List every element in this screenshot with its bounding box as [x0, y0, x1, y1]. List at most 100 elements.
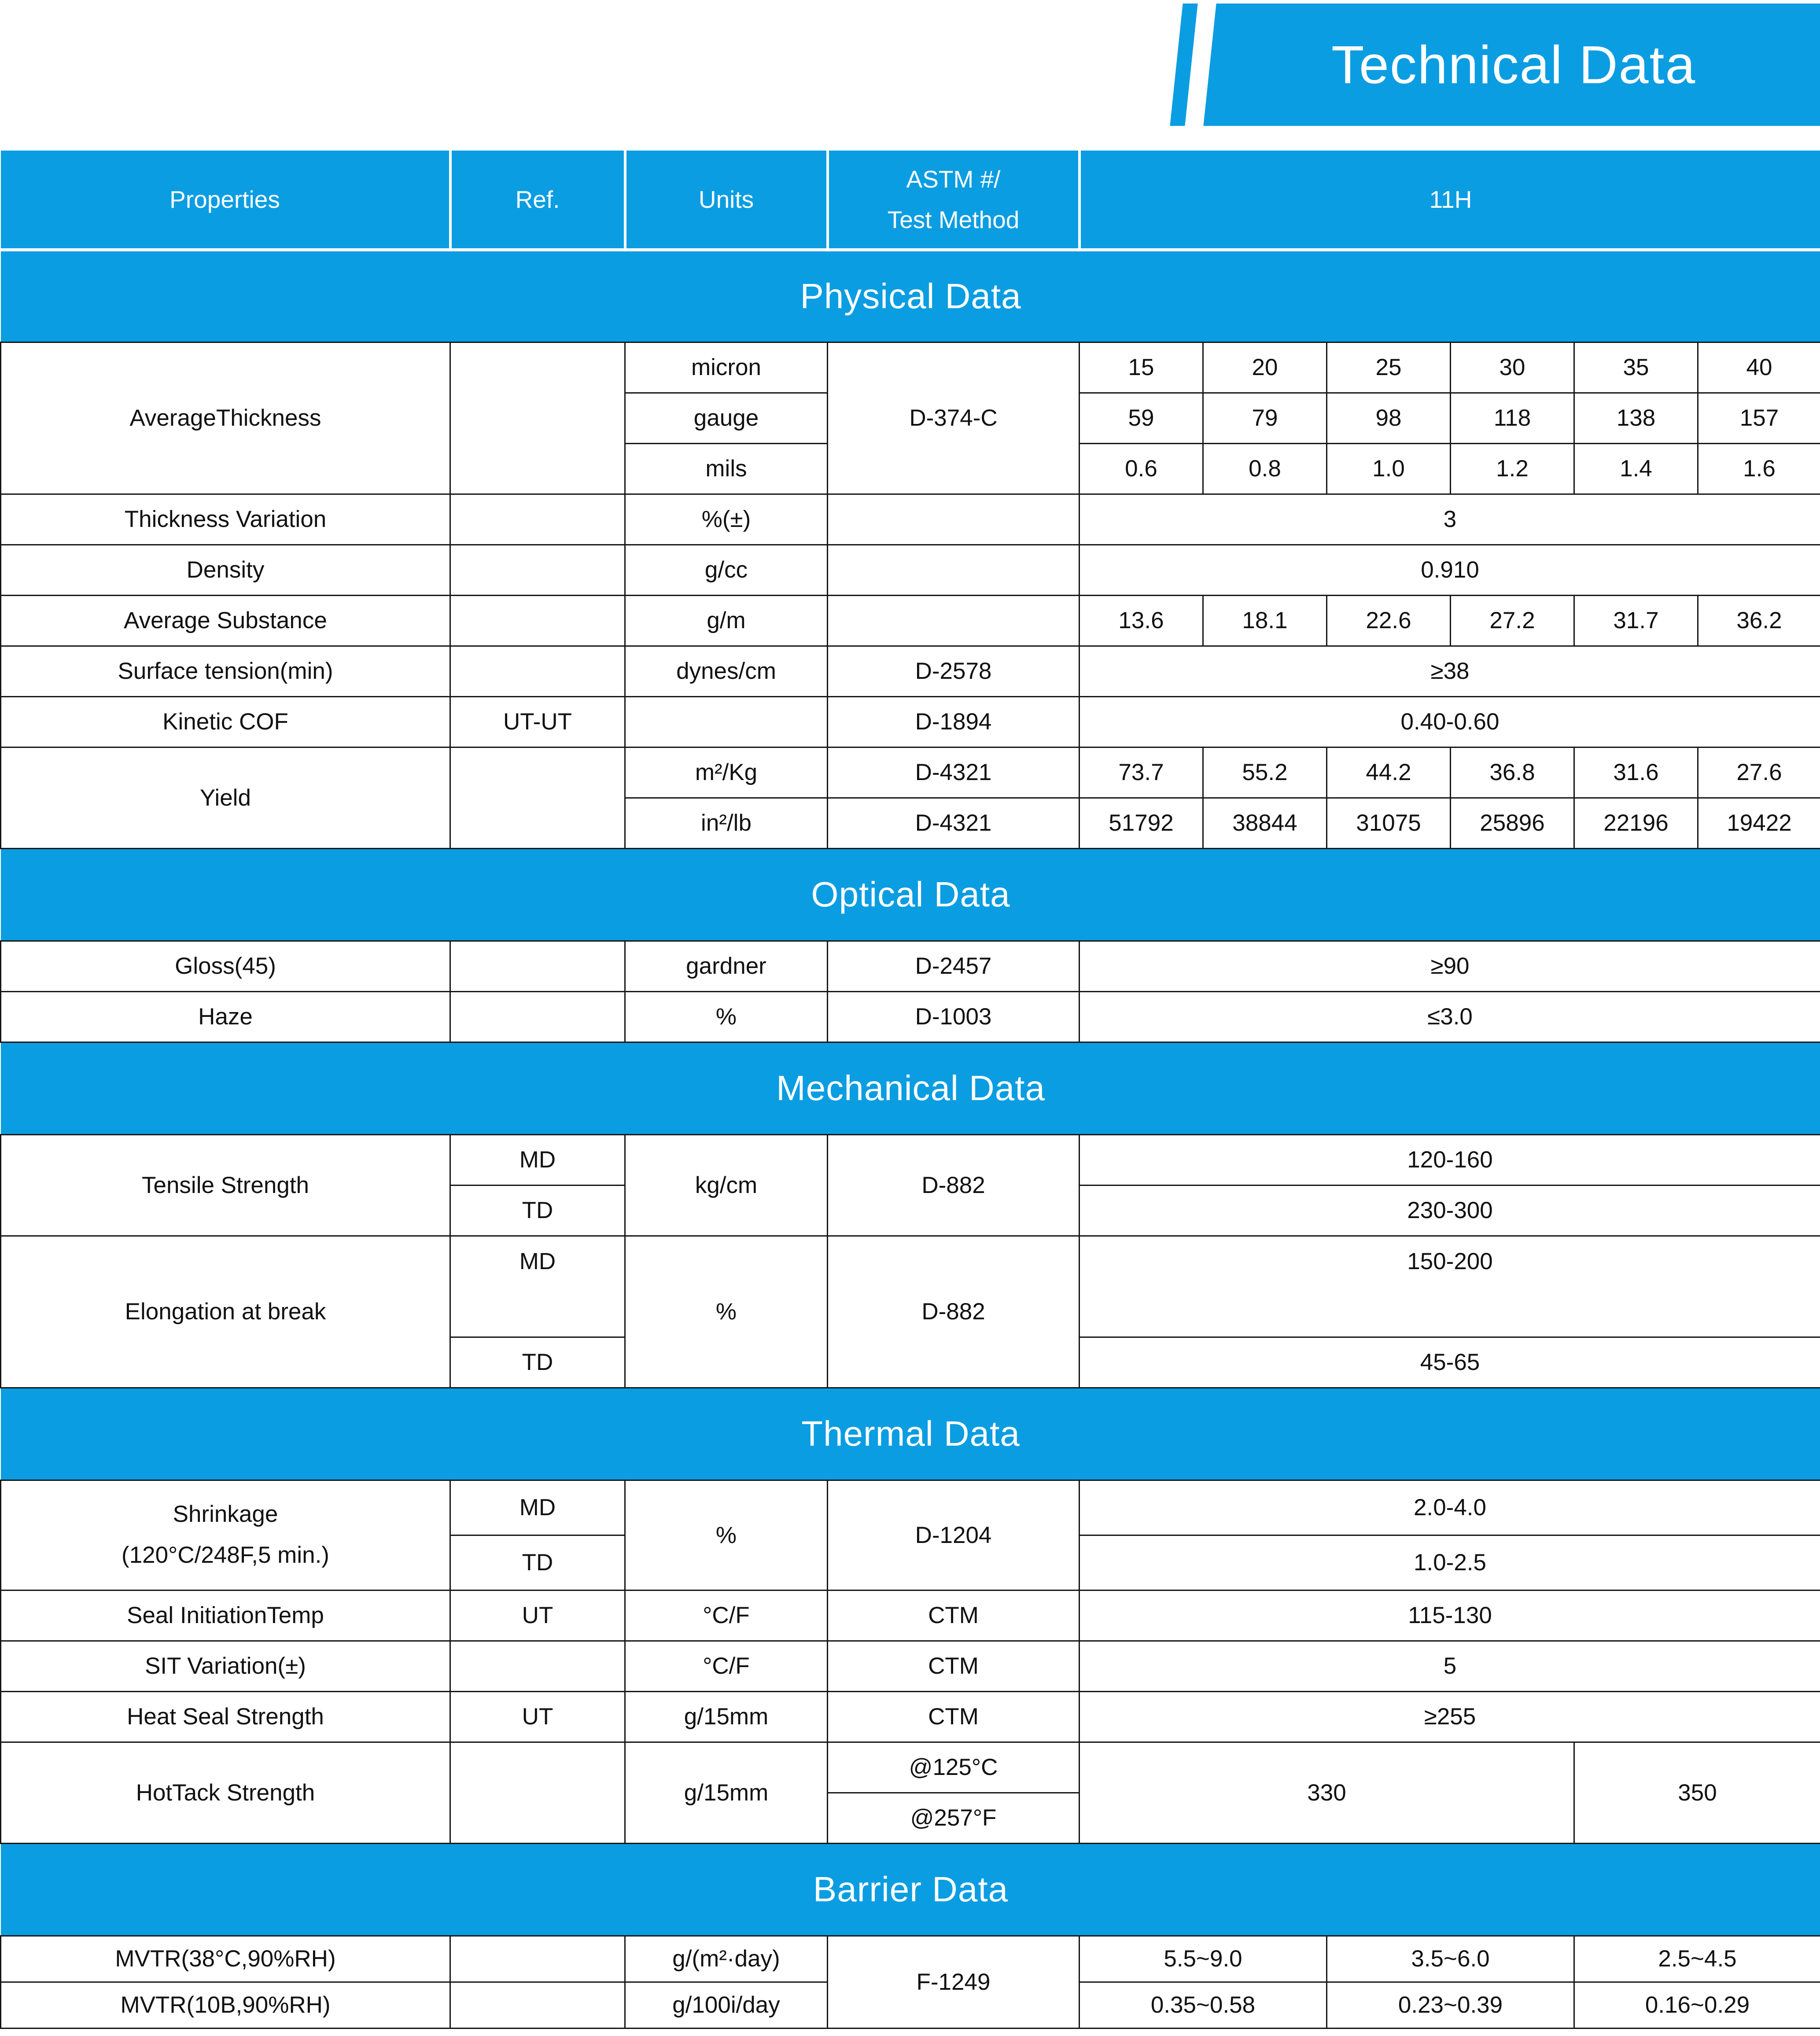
cell-unit: % — [624, 1235, 828, 1388]
cell-label: Tensile Strength — [0, 1134, 451, 1237]
cell-value: 1.0 — [1326, 442, 1451, 495]
cell-value: 30 — [1450, 341, 1575, 394]
title-shape: Technical Data — [1203, 4, 1820, 126]
cell-unit-empty — [624, 696, 828, 748]
cell-value: 2.5~4.5 — [1573, 1935, 1820, 1983]
cell-astm: @257°F — [827, 1792, 1080, 1844]
cell-unit: g/m — [624, 594, 828, 647]
row-shrinkage-td: TD 1.0-2.5 — [1, 1534, 1820, 1591]
cell-value: 25 — [1326, 341, 1451, 394]
cell-unit: gardner — [624, 940, 828, 992]
row-mvtr-38c: MVTR(38°C,90%RH) g/(m²·day) F-1249 5.5~9… — [0, 1935, 1820, 2029]
cell-value: 44.2 — [1326, 746, 1451, 799]
cell-value: 330 — [1079, 1741, 1575, 1844]
cell-label: Shrinkage (120°C/248F,5 min.) — [0, 1479, 451, 1591]
cell-value: ≤3.0 — [1078, 990, 1820, 1043]
cell-unit: m²/Kg — [624, 746, 828, 799]
cell-value: 40 — [1697, 341, 1820, 394]
cell-astm-empty — [827, 594, 1080, 647]
row-haze: Haze % D-1003 ≤3.0 — [0, 990, 1820, 1043]
cell-astm: D-882 — [827, 1134, 1080, 1237]
cell-unit: mils — [624, 442, 828, 495]
cell-unit: g/15mm — [624, 1741, 828, 1844]
cell-ref: UT-UT — [449, 696, 626, 748]
cell-ref-empty — [449, 493, 626, 545]
row-hottack-125: HotTack Strength g/15mm @125°C 330 350 — [0, 1741, 1820, 1844]
cell-ref: TD — [449, 1336, 626, 1388]
cell-label: Density — [0, 544, 451, 596]
cell-astm: D-1894 — [827, 696, 1080, 748]
row-surface-tension: Surface tension(min) dynes/cm D-2578 ≥38 — [0, 645, 1820, 697]
cell-unit: g/100i/day — [624, 1981, 828, 2029]
cell-unit: in²/lb — [624, 797, 828, 849]
cell-ref: MD — [449, 1235, 626, 1338]
cell-value: 5 — [1078, 1640, 1820, 1692]
cell-value: 73.7 — [1079, 746, 1204, 799]
cell-value: 120-160 — [1078, 1134, 1820, 1186]
col-header-ref: Ref. — [450, 151, 626, 251]
cell-ref: UT — [449, 1690, 626, 1743]
cell-value: 38844 — [1202, 797, 1327, 849]
cell-ref: MD — [449, 1134, 626, 1186]
cell-value: 118 — [1450, 392, 1575, 444]
cell-value: 20 — [1202, 341, 1327, 394]
cell-ref-empty — [449, 645, 626, 697]
row-density: Density g/cc 0.910 — [0, 544, 1820, 596]
cell-astm: F-1249 — [827, 1935, 1080, 2029]
col-header-properties: Properties — [0, 151, 452, 251]
shrinkage-label-line1: Shrinkage — [173, 1501, 278, 1528]
cell-value: 51792 — [1079, 797, 1204, 849]
row-sit-variation: SIT Variation(±) °C/F CTM 5 — [0, 1640, 1820, 1692]
cell-value: 0.910 — [1078, 544, 1820, 596]
technical-data-table: Properties Ref. Units ASTM #/ Test Metho… — [0, 151, 1820, 2029]
cell-value: 0.35~0.58 — [1079, 1981, 1327, 2029]
page-title: Technical Data — [1331, 35, 1696, 95]
row-gloss: Gloss(45) gardner D-2457 ≥90 — [0, 940, 1820, 992]
row-kinetic-cof: Kinetic COF UT-UT D-1894 0.40-0.60 — [0, 696, 1820, 748]
cell-unit: kg/cm — [624, 1134, 828, 1237]
cell-value: 36.2 — [1697, 594, 1820, 647]
cell-ref-empty — [449, 1640, 626, 1692]
row-tensile-md: Tensile Strength MD kg/cm D-882 120-160 — [0, 1134, 1820, 1237]
col-header-grade: 11H — [1079, 151, 1820, 251]
cell-astm: D-4321 — [827, 797, 1080, 849]
cell-label: Thickness Variation — [0, 493, 451, 545]
cell-value: 15 — [1079, 341, 1204, 394]
cell-label: Haze — [0, 990, 451, 1043]
cell-value: 59 — [1079, 392, 1204, 444]
cell-value: 36.8 — [1450, 746, 1575, 799]
cell-ref-empty — [449, 341, 626, 495]
cell-ref: TD — [449, 1184, 626, 1237]
cell-label: Yield — [0, 746, 451, 849]
cell-value: 0.40-0.60 — [1078, 696, 1820, 748]
row-thickness-variation: Thickness Variation %(±) 3 — [0, 493, 1820, 545]
cell-astm: D-1003 — [827, 990, 1080, 1043]
cell-value: 22196 — [1573, 797, 1698, 849]
title-banner: Technical Data — [0, 0, 1820, 132]
cell-value: 230-300 — [1078, 1184, 1820, 1237]
section-header-mechanical: Mechanical Data — [0, 1041, 1820, 1135]
col-header-units: Units — [625, 151, 829, 251]
cell-value: 350 — [1573, 1741, 1820, 1844]
row-elongation-td: TD 45-65 — [1, 1336, 1820, 1388]
row-yield-imperial: in²/lb D-4321 51792 38844 31075 25896 22… — [1, 797, 1820, 849]
cell-ref-empty — [449, 1981, 626, 2029]
cell-unit: micron — [624, 341, 828, 394]
row-average-substance: Average Substance g/m 13.6 18.1 22.6 27.… — [0, 594, 1820, 647]
cell-unit: °C/F — [624, 1589, 828, 1642]
cell-value: 18.1 — [1202, 594, 1327, 647]
cell-astm: D-2578 — [827, 645, 1080, 697]
cell-value: 98 — [1326, 392, 1451, 444]
cell-label: HotTack Strength — [0, 1741, 451, 1844]
cell-label: Average Substance — [0, 594, 451, 647]
cell-ref-empty — [449, 1935, 626, 1983]
cell-value: ≥90 — [1078, 940, 1820, 992]
slash-decoration — [1170, 4, 1198, 126]
cell-label: SIT Variation(±) — [0, 1640, 451, 1692]
row-avg-thickness-micron: AverageThickness micron D-374-C 15 20 25… — [0, 341, 1820, 495]
cell-value: 0.23~0.39 — [1326, 1981, 1575, 2029]
cell-ref: TD — [449, 1534, 626, 1591]
cell-unit: °C/F — [624, 1640, 828, 1692]
row-avg-thickness-mils: mils 0.6 0.8 1.0 1.2 1.4 1.6 — [1, 442, 1820, 495]
cell-ref: MD — [449, 1479, 626, 1536]
